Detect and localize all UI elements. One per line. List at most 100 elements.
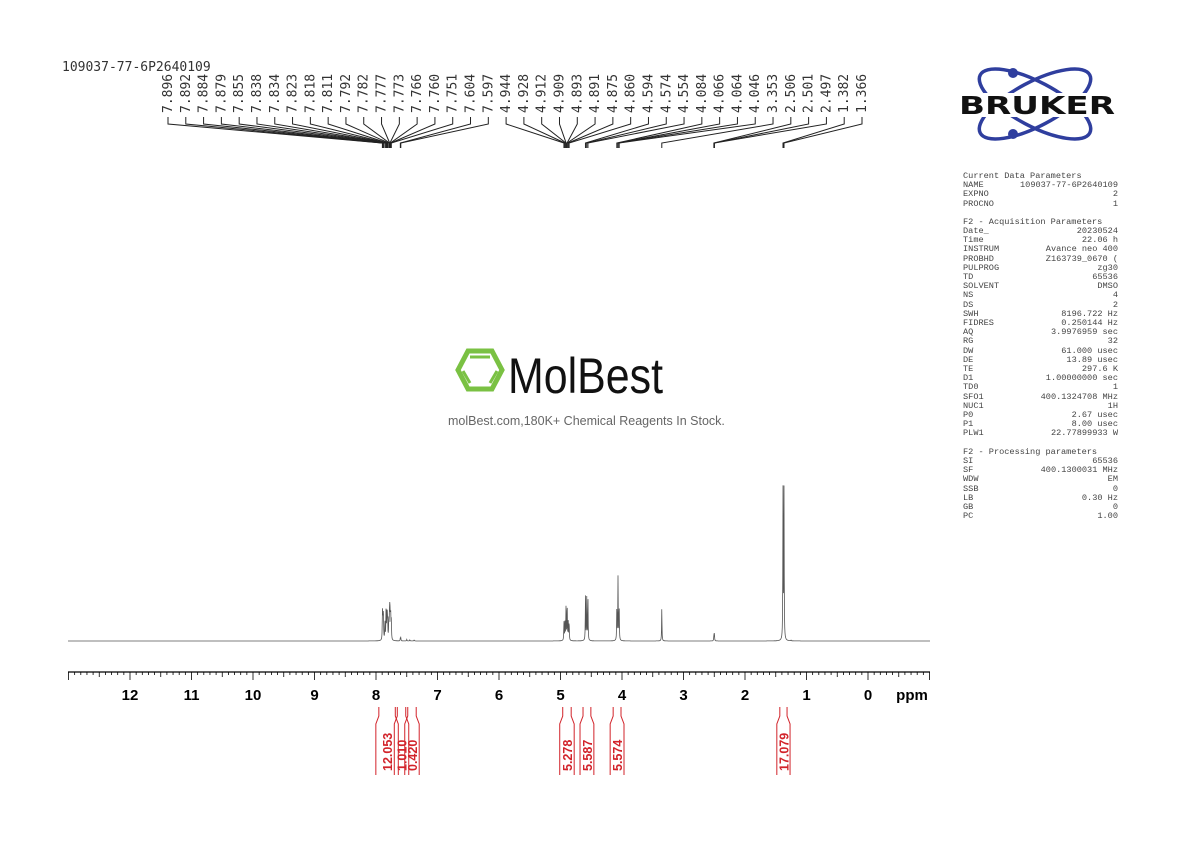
param-key: NAME: [963, 180, 984, 191]
peak-label: 4.891: [588, 74, 603, 113]
integral-bracket: [776, 707, 791, 775]
hexagon-icon: [455, 348, 505, 392]
peak-label: 1.366: [855, 74, 870, 113]
param-row: TD0 1: [963, 383, 1118, 392]
param-value: 2: [1112, 189, 1118, 200]
peak-label: 7.792: [339, 74, 354, 113]
peak-label: 4.084: [695, 74, 710, 113]
axis-tick-label: 5: [556, 687, 564, 704]
peak-label: 7.760: [428, 74, 443, 113]
param-row: FIDRES 0.250144 Hz: [963, 318, 1118, 329]
param-value: 3.9976959 sec: [1050, 327, 1118, 338]
peak-leader-line: [400, 117, 489, 148]
peak-leader-line: [586, 117, 667, 148]
param-value: 400.1324708 MHz: [1040, 391, 1118, 402]
integral-bracket: [393, 707, 410, 775]
peak-label: 7.597: [481, 74, 496, 113]
peak-label: 7.834: [268, 74, 283, 113]
param-key: SOLVENT: [963, 281, 1000, 292]
peak-leader-line: [618, 117, 756, 148]
spectrum-line: [68, 485, 930, 642]
peak-leader-line: [327, 117, 389, 148]
integral-value: 12.053: [381, 733, 395, 771]
peak-leader-line: [523, 117, 566, 148]
param-value: 2: [1112, 299, 1118, 310]
peak-label: 7.777: [375, 74, 390, 113]
axis-tick-label: 7: [433, 687, 441, 704]
param-value: 0: [1112, 483, 1118, 494]
peak-label: 4.875: [606, 74, 621, 113]
param-value: 22.77899933 W: [1050, 428, 1118, 439]
peak-leader-line: [390, 117, 436, 148]
param-key: WDW: [963, 474, 979, 485]
param-row: PROCNO 1: [963, 198, 1118, 209]
integral-value: 5.574: [611, 740, 625, 771]
peak-label: 4.064: [730, 74, 745, 113]
peak-leader-line: [505, 117, 565, 148]
peak-leader-line: [616, 117, 703, 148]
param-key: PC: [963, 511, 974, 522]
peak-label: 4.594: [641, 74, 656, 113]
peak-label: 4.909: [552, 74, 567, 113]
param-value: 61.000 usec: [1061, 345, 1118, 356]
param-section-title: F2 - Acquisition Parameters: [963, 216, 1103, 227]
param-value: 20230524: [1076, 226, 1118, 237]
peak-label: 7.604: [464, 74, 479, 113]
param-value: 4: [1112, 290, 1118, 301]
peak-label: 2.501: [802, 74, 817, 113]
peak-leader-line: [782, 117, 845, 148]
peak-label: 1.382: [837, 74, 852, 113]
param-value: zg30: [1097, 262, 1118, 273]
peak-label: 4.928: [517, 74, 532, 113]
peak-label: 7.884: [197, 74, 212, 113]
param-row: NUC1 1H: [963, 400, 1118, 411]
param-value: 8196.722 Hz: [1061, 308, 1118, 319]
param-value: 0.250144 Hz: [1061, 318, 1118, 329]
peak-label: 7.811: [321, 74, 336, 113]
axis-label: ppm: [896, 687, 928, 704]
axis-tick-label: 10: [245, 687, 262, 704]
param-key: DW: [963, 345, 974, 356]
peak-leader-line: [558, 117, 567, 148]
peak-leader-line: [617, 117, 721, 148]
svg-text:BRUKER: BRUKER: [959, 91, 1115, 120]
param-key: P1: [963, 419, 974, 430]
peak-leader-line: [274, 117, 387, 148]
param-key: TD0: [963, 382, 979, 393]
axis-tick-label: 0: [864, 687, 872, 704]
param-row: INSTRUM Avance neo 400: [963, 245, 1118, 254]
param-key: SF: [963, 465, 974, 476]
axis-tick-label: 12: [122, 687, 139, 704]
peak-label: 4.944: [499, 74, 514, 113]
peak-label: 4.066: [713, 74, 728, 113]
param-value: 0.30 Hz: [1081, 492, 1118, 503]
peak-label: 7.823: [286, 74, 301, 113]
peak-label: 7.855: [232, 74, 247, 113]
integral-bracket: [404, 707, 420, 775]
peak-leader-line: [399, 117, 472, 148]
peak-leader-line: [713, 117, 810, 148]
peak-label: 7.773: [392, 74, 407, 113]
param-key: SSB: [963, 483, 979, 494]
integral-bracket: [579, 707, 595, 775]
peak-leader-line: [238, 117, 386, 148]
peak-label: 4.574: [659, 74, 674, 113]
param-key: DS: [963, 299, 974, 310]
param-key: FIDRES: [963, 318, 994, 329]
param-key: DE: [963, 354, 974, 365]
param-row: PLW1 22.77899933 W: [963, 429, 1118, 438]
param-key: Time: [963, 235, 984, 246]
param-value: 1H: [1107, 400, 1118, 411]
peak-label: 4.912: [535, 74, 550, 113]
param-key: PROCNO: [963, 198, 994, 209]
param-key: SFO1: [963, 391, 984, 402]
peak-label: 7.896: [161, 74, 176, 113]
peak-leader-line: [568, 117, 632, 148]
peak-leader-line: [617, 117, 738, 148]
integral-value: 0.420: [406, 740, 420, 771]
peak-label: 2.506: [784, 74, 799, 113]
param-row: TD 65536: [963, 272, 1118, 282]
peak-label: 4.860: [624, 74, 639, 113]
